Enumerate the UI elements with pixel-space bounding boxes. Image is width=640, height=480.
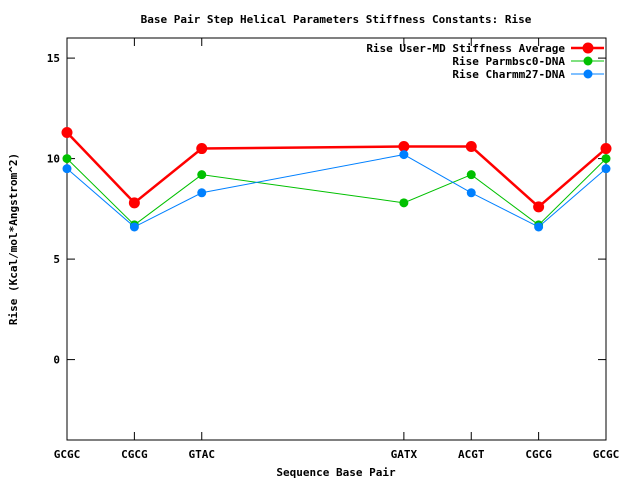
series-2 — [62, 154, 611, 230]
y-tick-label: 15 — [47, 52, 60, 65]
legend-label: Rise Parmbsc0-DNA — [452, 55, 565, 68]
x-tick-label: CGCG — [121, 448, 148, 461]
y-tick-label: 5 — [53, 253, 60, 266]
data-point — [600, 143, 612, 155]
series-line — [66, 131, 607, 209]
y-tick-label: 0 — [53, 354, 60, 367]
legend-label: Rise User-MD Stiffness Average — [366, 42, 565, 55]
series-group — [61, 126, 612, 232]
series-1 — [61, 126, 612, 213]
legend-marker — [583, 69, 593, 79]
legend-marker — [582, 42, 594, 54]
data-point — [62, 154, 72, 164]
data-point — [197, 170, 207, 180]
data-point — [466, 170, 476, 180]
data-point — [128, 197, 140, 209]
data-point — [534, 222, 544, 232]
data-point — [533, 201, 545, 213]
y-axis-label: Rise (Kcal/mol*Angstrom^2) — [7, 153, 20, 325]
data-point — [62, 164, 72, 174]
data-point — [601, 154, 611, 164]
x-axis: GCGC CGCG GTAC GATX ACGT CGCG GCGC — [54, 38, 620, 461]
x-tick-label: GCGC — [593, 448, 620, 461]
plot-frame — [66, 37, 607, 441]
data-point — [196, 143, 208, 155]
data-point — [399, 198, 409, 208]
x-tick-label: GTAC — [189, 448, 216, 461]
data-point — [129, 222, 139, 232]
y-axis: 0 5 10 15 — [47, 52, 606, 367]
data-point — [197, 188, 207, 198]
data-point — [399, 150, 409, 160]
x-tick-label: CGCG — [525, 448, 552, 461]
y-tick-label: 10 — [47, 153, 60, 166]
legend-label: Rise Charmm27-DNA — [452, 68, 565, 81]
data-point — [465, 141, 477, 153]
x-tick-label: GATX — [391, 448, 418, 461]
x-tick-label: GCGC — [54, 448, 81, 461]
x-tick-label: ACGT — [458, 448, 485, 461]
data-point — [601, 164, 611, 174]
chart-title: Base Pair Step Helical Parameters Stiffn… — [141, 13, 532, 26]
data-point — [398, 141, 410, 153]
x-axis-label: Sequence Base Pair — [276, 466, 396, 479]
data-point — [466, 188, 476, 198]
legend-marker — [583, 56, 593, 66]
series-3 — [62, 150, 611, 232]
data-point — [61, 126, 73, 138]
